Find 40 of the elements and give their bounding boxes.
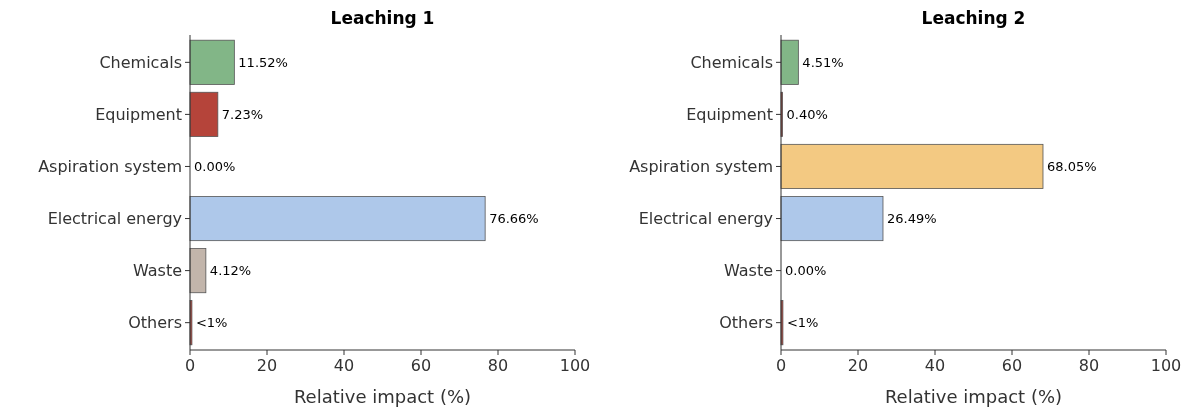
data-label: 7.23% bbox=[221, 106, 264, 122]
data-label: 0.40% bbox=[786, 106, 828, 122]
data-label: 76.66% bbox=[489, 211, 539, 227]
x-tick-label: 0 bbox=[775, 356, 787, 375]
data-label: 4.51% bbox=[802, 54, 844, 70]
y-tick-label: Others bbox=[128, 313, 182, 333]
data-label: <1% bbox=[786, 315, 819, 331]
y-tick-label: Chemicals bbox=[99, 52, 182, 72]
y-tick-label: Equipment bbox=[686, 105, 773, 124]
data-label: 0.00% bbox=[785, 263, 827, 279]
y-tick-label: Others bbox=[719, 313, 773, 333]
x-tick-label: 60 bbox=[1001, 356, 1023, 375]
x-tick-label: 100 bbox=[559, 356, 591, 375]
x-tick-label: 20 bbox=[847, 356, 869, 375]
y-tick-label: Aspiration system bbox=[38, 157, 182, 177]
x-tick-label: 40 bbox=[924, 356, 946, 375]
y-tick-label: Chemicals bbox=[690, 52, 773, 72]
chart-title: Leaching 2 bbox=[921, 8, 1026, 28]
x-tick-label: 20 bbox=[256, 356, 278, 375]
x-tick-label: 0 bbox=[184, 356, 196, 375]
data-label: 26.49% bbox=[886, 211, 937, 227]
y-tick-label: Waste bbox=[723, 261, 773, 281]
y-tick-label: Waste bbox=[132, 261, 182, 281]
x-axis-title: Relative impact (%) bbox=[293, 386, 472, 407]
x-tick-label: 100 bbox=[1150, 356, 1182, 375]
y-tick-label: Electrical energy bbox=[638, 209, 773, 229]
x-axis-title: Relative impact (%) bbox=[884, 386, 1063, 407]
data-label: <1% bbox=[195, 315, 228, 331]
y-tick-label: Electrical energy bbox=[47, 209, 182, 229]
y-tick-label: Equipment bbox=[95, 105, 182, 124]
data-label: 4.12% bbox=[209, 263, 252, 279]
chart-title: Leaching 1 bbox=[330, 8, 435, 28]
x-tick-label: 40 bbox=[333, 356, 355, 375]
x-tick-label: 80 bbox=[487, 356, 509, 375]
data-label: 11.52% bbox=[238, 54, 288, 70]
data-label: 0.00% bbox=[194, 159, 236, 175]
x-tick-label: 80 bbox=[1078, 356, 1100, 375]
x-tick-label: 60 bbox=[410, 356, 432, 375]
y-tick-label: Aspiration system bbox=[629, 157, 773, 177]
data-label: 68.05% bbox=[1046, 159, 1097, 175]
